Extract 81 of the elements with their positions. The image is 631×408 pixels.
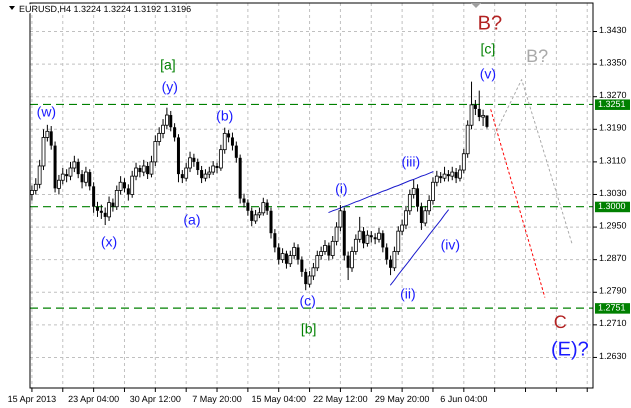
candlestick xyxy=(80,170,84,189)
candlestick xyxy=(204,168,208,182)
annotation: C xyxy=(554,312,567,332)
candlestick xyxy=(420,202,423,230)
candlestick xyxy=(200,165,204,184)
x-tick-label: 15 May 04:00 xyxy=(251,394,306,404)
candlestick xyxy=(84,166,88,187)
annotation: (a) xyxy=(183,212,201,228)
candlestick xyxy=(389,255,392,276)
annotation: (b) xyxy=(216,108,234,124)
y-tick-label: 1.2790 xyxy=(599,286,627,296)
candlestick xyxy=(442,166,446,182)
y-tick-label: 1.3110 xyxy=(599,155,626,166)
annotation: B? xyxy=(526,46,548,66)
y-tick-label: 1.2710 xyxy=(599,318,627,328)
candlestick xyxy=(65,168,68,183)
y-tick-label: 1.3270 xyxy=(599,90,627,100)
candlestick xyxy=(107,196,111,222)
candlestick xyxy=(180,170,184,184)
candlestick xyxy=(478,90,481,122)
candlestick xyxy=(366,230,370,248)
x-tick-label: 15 Apr 2013 xyxy=(8,394,56,404)
x-tick-label: 22 May 12:00 xyxy=(313,394,368,404)
candlestick xyxy=(270,207,273,239)
candlestick xyxy=(261,197,266,216)
candlestick xyxy=(416,184,420,212)
candlestick xyxy=(485,114,488,129)
annotation: (ii) xyxy=(400,286,416,302)
candlestick xyxy=(254,209,258,224)
candlestick xyxy=(122,178,126,193)
candlestick xyxy=(230,132,234,151)
candlestick xyxy=(142,159,146,177)
x-tick-label: 7 May 20:00 xyxy=(192,394,242,404)
ref-line-label: 1.2751 xyxy=(598,302,626,313)
candlestick xyxy=(362,226,366,249)
candlestick xyxy=(439,172,442,184)
annotation: (v) xyxy=(480,66,496,82)
candlestick xyxy=(284,250,288,270)
annotation: [c] xyxy=(480,40,496,57)
line-series xyxy=(328,171,434,213)
x-tick-label: 30 Apr 12:00 xyxy=(130,394,181,404)
annotation: (c) xyxy=(299,292,316,309)
candlestick xyxy=(266,198,269,216)
annotation: (iv) xyxy=(440,236,460,253)
candlestick xyxy=(450,166,454,181)
candlestick xyxy=(96,201,99,218)
annotation: (iii) xyxy=(401,154,420,170)
candlestick xyxy=(370,230,373,244)
candlestick xyxy=(211,160,216,176)
candlestick xyxy=(138,164,142,178)
y-tick-label: 1.3350 xyxy=(599,57,627,68)
annotation: [b] xyxy=(300,320,316,337)
x-tick-label: 29 May 20:00 xyxy=(374,394,430,404)
ref-line-label: 1.3251 xyxy=(598,98,626,109)
annotation: (E)? xyxy=(550,338,589,360)
candlestick xyxy=(454,168,458,184)
y-tick-label: 1.2630 xyxy=(599,350,627,361)
x-tick-label: 6 Jun 04:00 xyxy=(440,394,488,404)
annotation: (w) xyxy=(36,104,56,120)
annotation: B? xyxy=(478,12,502,34)
y-tick-label: 1.2870 xyxy=(599,253,627,264)
ref-line-label: 1.3000 xyxy=(598,201,626,212)
candlestick xyxy=(374,232,377,245)
y-tick-label: 1.3430 xyxy=(599,24,627,35)
annotation: (i) xyxy=(335,180,348,197)
y-tick-label: 1.3190 xyxy=(599,122,627,133)
line-series xyxy=(490,109,546,298)
candlestick xyxy=(377,227,381,244)
y-tick-label: 1.3030 xyxy=(599,188,627,198)
candlestick xyxy=(446,170,450,182)
x-tick-label: 23 Apr 04:00 xyxy=(68,394,120,404)
candlestick xyxy=(146,161,150,180)
candlestick xyxy=(327,242,330,261)
annotation: [a] xyxy=(160,56,176,73)
candlestick xyxy=(242,193,246,208)
line-series xyxy=(494,79,572,244)
candlestick xyxy=(50,126,53,150)
annotation: (x) xyxy=(100,234,118,250)
y-tick-label: 1.2950 xyxy=(599,220,627,230)
candlestick xyxy=(76,158,80,179)
annotation: (y) xyxy=(162,78,178,95)
